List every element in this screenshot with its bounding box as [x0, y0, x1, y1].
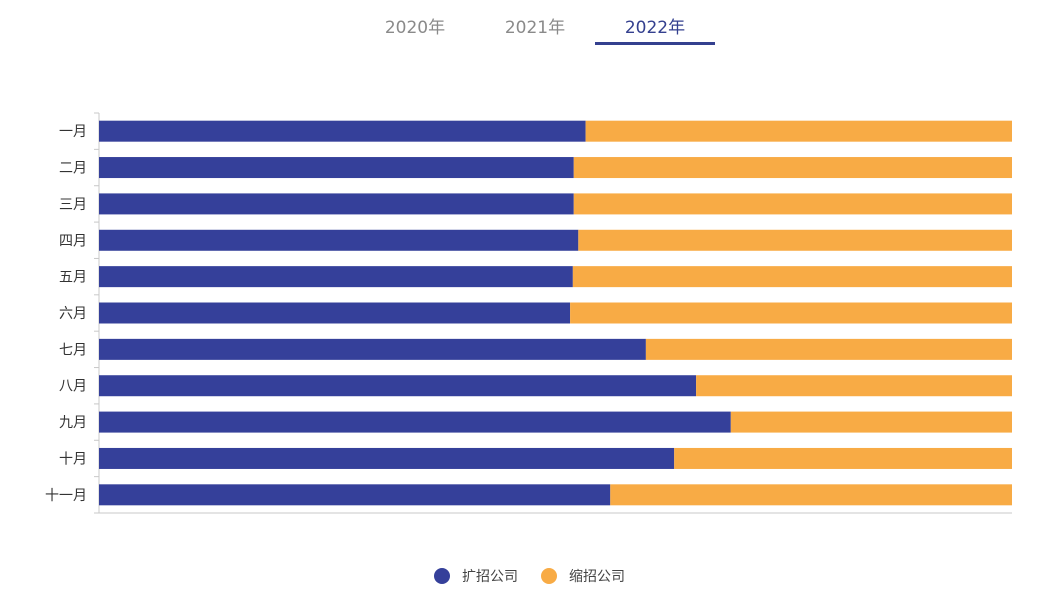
y-tick-label: 三月	[59, 197, 87, 213]
y-tick-label: 七月	[59, 342, 87, 358]
bar-expand	[99, 229, 579, 251]
year-tabs: 2020年 2021年 2022年	[0, 0, 1052, 64]
legend-marker-expand	[434, 568, 450, 584]
tab-2021[interactable]: 2021年	[504, 18, 566, 38]
bar-shrink	[573, 157, 1012, 179]
bar-shrink	[578, 229, 1012, 251]
bar-expand	[99, 302, 571, 324]
y-tick-label: 十一月	[45, 488, 87, 504]
legend-item-expand[interactable]: 扩招公司	[434, 564, 518, 588]
bar-shrink	[610, 484, 1012, 506]
bar-expand	[99, 375, 697, 397]
bar-expand	[99, 484, 611, 506]
y-tick-label: 二月	[59, 161, 87, 177]
bar-expand	[99, 266, 573, 288]
y-tick-label: 八月	[59, 379, 87, 395]
bar-expand	[99, 411, 731, 433]
legend-label-expand: 扩招公司	[462, 569, 518, 585]
bar-expand	[99, 120, 586, 142]
tab-2022[interactable]: 2022年	[624, 18, 686, 38]
y-tick-label: 一月	[59, 124, 87, 140]
bar-shrink	[585, 120, 1012, 142]
bar-shrink	[570, 302, 1012, 324]
bar-shrink	[572, 266, 1012, 288]
chart-legend: 扩招公司 缩招公司	[0, 564, 1052, 588]
y-tick-label: 十月	[59, 451, 87, 467]
bar-shrink	[645, 338, 1012, 360]
legend-marker-shrink	[541, 568, 557, 584]
active-tab-underline	[595, 42, 715, 45]
bar-expand	[99, 447, 675, 469]
bar-shrink	[730, 411, 1012, 433]
bar-shrink	[573, 193, 1012, 215]
bar-expand	[99, 157, 574, 179]
tab-2020[interactable]: 2020年	[384, 18, 446, 38]
bar-expand	[99, 338, 646, 360]
y-tick-label: 六月	[59, 306, 87, 322]
y-tick-label: 五月	[59, 270, 87, 286]
bar-shrink	[674, 447, 1012, 469]
bar-shrink	[696, 375, 1012, 397]
y-tick-label: 四月	[59, 233, 87, 249]
legend-item-shrink[interactable]: 缩招公司	[541, 564, 625, 588]
legend-label-shrink: 缩招公司	[569, 569, 625, 585]
y-tick-label: 九月	[59, 415, 87, 431]
bar-expand	[99, 193, 574, 215]
